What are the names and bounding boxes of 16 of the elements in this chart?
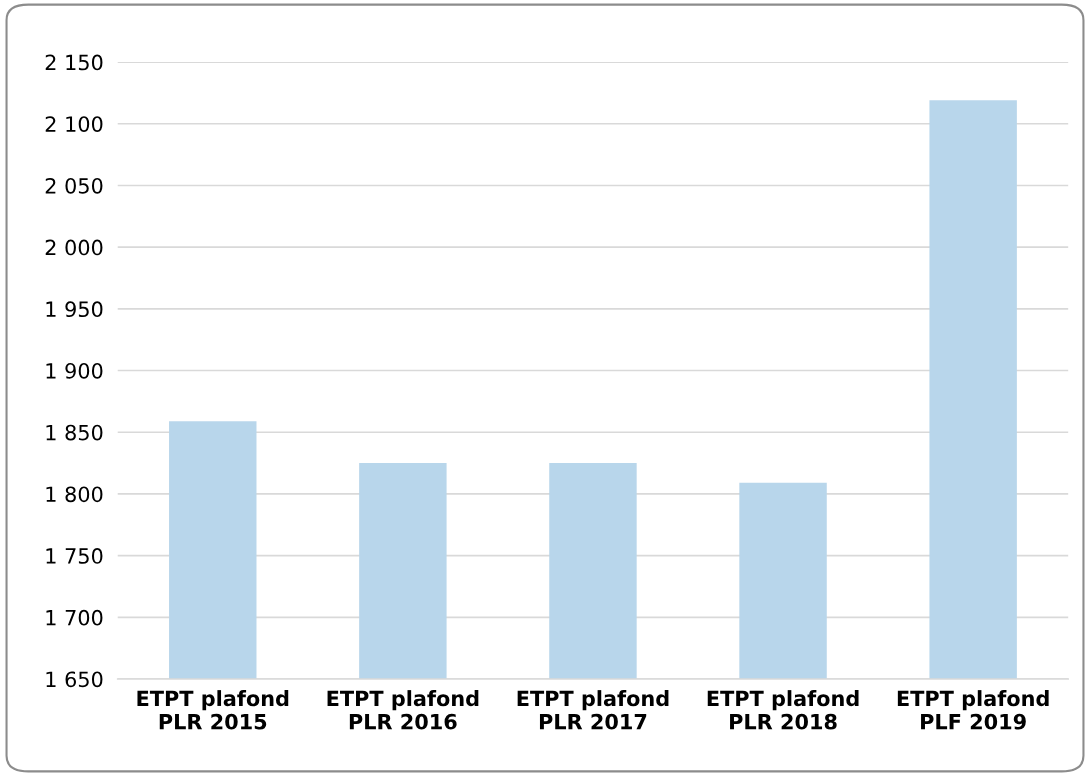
x-tick-label: ETPT plafond PLR 2017 xyxy=(517,690,669,730)
y-tick-label: 2 100 xyxy=(45,116,103,132)
x-tick-label: ETPT plafond PLR 2016 xyxy=(327,690,479,730)
y-tick-label: 1 800 xyxy=(46,486,103,503)
y-tick-label: 2 050 xyxy=(45,177,103,194)
y-tick-label: 1 900 xyxy=(46,362,103,379)
y-tick-label: 1 650 xyxy=(46,671,103,688)
y-tick-label: 1 950 xyxy=(46,301,103,318)
y-tick-label: 1 850 xyxy=(46,424,103,441)
y-tick-label: 2 000 xyxy=(45,239,103,256)
x-tick-label: ETPT plafond PLR 2018 xyxy=(707,690,859,730)
x-tick-label: ETPT plafond PLF 2019 xyxy=(897,690,1049,730)
y-tick-label: 1 700 xyxy=(46,609,103,626)
y-tick-label: 1 750 xyxy=(46,548,103,564)
x-tick-label: ETPT plafond PLR 2015 xyxy=(137,690,289,730)
y-tick-label: 2 150 xyxy=(45,54,103,71)
